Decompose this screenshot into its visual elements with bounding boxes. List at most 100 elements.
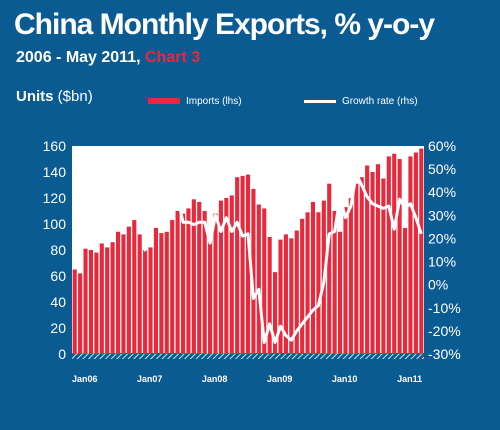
x-axis-tick-label: Jan06 xyxy=(72,374,98,384)
right-axis-tick-label: -20% xyxy=(428,323,461,339)
import-bar xyxy=(121,234,126,354)
x-axis-ticks: Jan06 Jan07 Jan08 Jan09 Jan10 Jan11 xyxy=(72,374,422,384)
import-bar xyxy=(375,164,381,354)
import-bar xyxy=(164,231,169,354)
import-bar xyxy=(283,234,288,354)
import-bar xyxy=(180,213,186,354)
import-bar xyxy=(191,199,196,354)
import-bar xyxy=(115,231,121,354)
right-axis-tick-label: 30% xyxy=(428,207,456,223)
import-bar xyxy=(294,230,299,354)
import-bar xyxy=(278,239,283,354)
import-bar xyxy=(262,208,267,354)
import-bar xyxy=(392,153,397,354)
growth-rate-line xyxy=(73,156,423,344)
right-axis-tick-label: 10% xyxy=(428,254,456,270)
right-axis-tick-label: 50% xyxy=(428,161,456,177)
import-bar xyxy=(256,204,261,354)
import-bar xyxy=(413,152,418,354)
import-bar xyxy=(88,250,94,354)
import-bar xyxy=(99,243,104,354)
import-bar xyxy=(83,248,88,354)
import-bar xyxy=(327,183,332,354)
right-axis-tick-label: -10% xyxy=(428,300,461,316)
import-bar xyxy=(381,178,386,354)
import-bar xyxy=(310,201,316,354)
left-axis-tick-label: 100 xyxy=(43,216,67,232)
right-axis-ticks: 60% 50% 40% 30% 20% 10% 0% -10% -20% -30% xyxy=(428,138,461,362)
import-bar xyxy=(300,218,305,354)
left-axis-tick-label: 120 xyxy=(43,190,67,206)
imports-swatch xyxy=(148,98,180,104)
import-bar xyxy=(332,211,337,354)
import-bar xyxy=(397,159,402,354)
x-axis-tick-label: Jan09 xyxy=(267,374,293,384)
units-label: Units ($bn) xyxy=(16,88,93,105)
x-axis-tick-label: Jan07 xyxy=(137,374,163,384)
import-bar xyxy=(78,273,83,354)
x-axis-tick-label: Jan11 xyxy=(397,374,422,384)
legend-item-imports: Imports (lhs) xyxy=(148,95,242,107)
import-bar xyxy=(251,188,256,354)
import-bar xyxy=(110,242,115,354)
import-bar xyxy=(245,174,251,354)
import-bar xyxy=(213,213,218,354)
import-bar xyxy=(235,177,240,354)
left-axis-tick-label: 160 xyxy=(43,138,67,154)
import-bar xyxy=(197,201,202,354)
subtitle-date-range: 2006 - May 2011, xyxy=(16,49,145,66)
legend-label-growth: Growth rate (rhs) xyxy=(342,95,418,107)
right-axis-tick-label: 60% xyxy=(428,138,456,154)
import-bar xyxy=(267,237,272,354)
import-bar xyxy=(224,198,229,354)
x-axis-tick-label: Jan08 xyxy=(202,374,228,384)
import-bar xyxy=(72,269,77,354)
units-currency: ($bn) xyxy=(53,88,93,105)
chart-subtitle: 2006 - May 2011, Chart 3 xyxy=(16,49,200,67)
import-bar xyxy=(208,239,213,354)
import-bar xyxy=(143,250,148,354)
import-bar xyxy=(137,234,142,354)
import-bar xyxy=(354,183,359,354)
left-axis-tick-label: 80 xyxy=(50,242,66,258)
import-bar xyxy=(218,200,223,354)
import-bar xyxy=(170,220,175,354)
import-bar xyxy=(202,211,207,354)
import-bar xyxy=(386,156,391,354)
growth-swatch xyxy=(304,99,336,103)
right-axis-tick-label: 40% xyxy=(428,184,456,200)
units-word: Units xyxy=(16,88,54,105)
legend-label-imports: Imports (lhs) xyxy=(186,95,242,107)
import-bar xyxy=(305,212,310,354)
import-bars xyxy=(72,148,424,354)
import-bar xyxy=(359,177,364,354)
import-bar xyxy=(402,227,408,354)
import-bar xyxy=(126,226,131,354)
left-axis-ticks: 160 140 120 100 80 60 40 20 0 xyxy=(43,138,67,362)
chart-title: China Monthly Exports, % y-o-y xyxy=(14,8,435,41)
import-bar xyxy=(240,175,245,354)
left-axis-tick-label: 60 xyxy=(50,268,66,284)
left-axis-tick-label: 140 xyxy=(43,164,67,180)
right-axis-tick-label: 0% xyxy=(428,277,448,293)
import-bar xyxy=(148,247,153,354)
import-bar xyxy=(159,233,164,354)
import-bar xyxy=(316,212,321,354)
import-bar xyxy=(370,172,375,354)
x-axis-band xyxy=(72,353,424,359)
left-axis-tick-label: 40 xyxy=(50,294,66,310)
import-bar xyxy=(419,148,424,354)
import-bar xyxy=(153,227,158,354)
import-bar xyxy=(105,247,110,354)
import-bar xyxy=(289,238,294,354)
import-bar xyxy=(229,195,234,354)
left-axis-tick-label: 0 xyxy=(58,346,66,362)
import-bar xyxy=(338,231,343,354)
import-bar xyxy=(408,156,413,354)
right-axis-tick-label: -30% xyxy=(428,346,461,362)
import-bar xyxy=(175,211,180,354)
import-bar xyxy=(273,272,278,354)
right-axis-tick-label: 20% xyxy=(428,230,456,246)
import-bar xyxy=(186,208,191,354)
